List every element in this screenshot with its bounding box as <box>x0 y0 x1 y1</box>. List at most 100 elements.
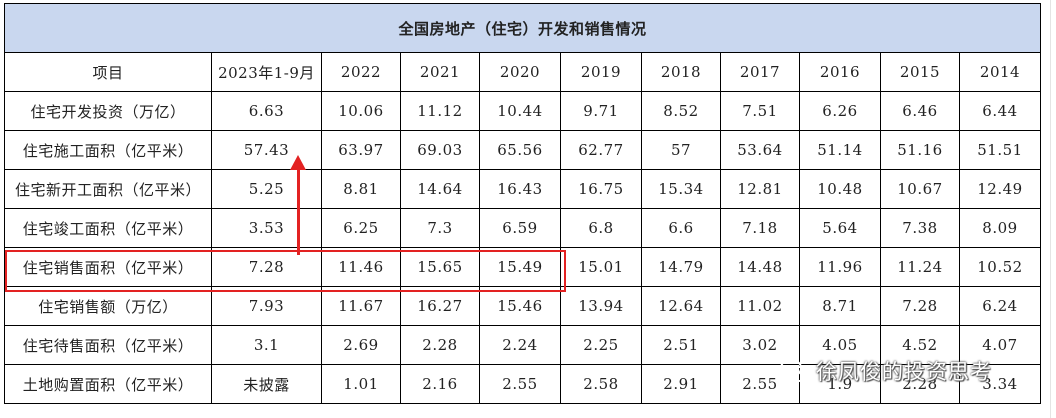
table-cell[interactable]: 7.3 <box>400 208 480 248</box>
table-cell[interactable]: 6.6 <box>641 208 721 248</box>
table-cell[interactable]: 62.77 <box>560 130 642 170</box>
header-cell-year[interactable]: 2016 <box>799 52 881 92</box>
table-row: 住宅开发投资（万亿） 6.63 10.06 11.12 10.44 9.71 8.52 7.5… <box>4 91 1041 131</box>
table-cell[interactable]: 9.71 <box>560 91 642 131</box>
table-cell[interactable]: 未披露 <box>211 364 322 404</box>
table-cell[interactable]: 2.55 <box>720 364 800 404</box>
header-cell-year[interactable]: 2019 <box>560 52 642 92</box>
table-cell[interactable]: 63.97 <box>321 130 401 170</box>
table-cell[interactable]: 8.52 <box>641 91 721 131</box>
row-label[interactable]: 土地购置面积（亿平米） <box>4 364 212 404</box>
header-cell-year[interactable]: 2014 <box>959 52 1041 92</box>
table-cell[interactable]: 5.64 <box>799 208 881 248</box>
table-cell[interactable]: 2.16 <box>400 364 480 404</box>
table-cell[interactable]: 12.81 <box>720 169 800 209</box>
table-cell[interactable]: 65.56 <box>479 130 561 170</box>
row-label[interactable]: 住宅新开工面积（亿平米） <box>4 169 212 209</box>
table-cell[interactable]: 15.01 <box>560 247 642 287</box>
table-cell[interactable]: 1.01 <box>321 364 401 404</box>
table-cell[interactable]: 53.64 <box>720 130 800 170</box>
table-cell[interactable]: 5.25 <box>211 169 322 209</box>
header-cell-year[interactable]: 2022 <box>321 52 401 92</box>
table-cell[interactable]: 11.67 <box>321 286 401 326</box>
table-cell[interactable]: 10.06 <box>321 91 401 131</box>
table-cell[interactable]: 16.43 <box>479 169 561 209</box>
header-cell-year[interactable]: 2015 <box>880 52 960 92</box>
table-cell[interactable]: 2.25 <box>560 325 642 365</box>
table-cell[interactable]: 3.1 <box>211 325 322 365</box>
table-cell[interactable]: 10.67 <box>880 169 960 209</box>
table-row: 住宅待售面积（亿平米） 3.1 2.69 2.28 2.24 2.25 2.51 3.02 4.… <box>4 325 1041 365</box>
table-cell[interactable]: 2.28 <box>400 325 480 365</box>
table-cell[interactable]: 6.25 <box>321 208 401 248</box>
table-cell[interactable]: 51.14 <box>799 130 881 170</box>
header-cell-year[interactable]: 2021 <box>400 52 480 92</box>
table-cell[interactable]: 7.51 <box>720 91 800 131</box>
table-cell[interactable]: 12.49 <box>959 169 1041 209</box>
table-cell[interactable]: 7.93 <box>211 286 322 326</box>
table-cell[interactable]: 7.18 <box>720 208 800 248</box>
table-cell[interactable]: 10.52 <box>959 247 1041 287</box>
table-cell[interactable]: 4.05 <box>799 325 881 365</box>
header-cell-item[interactable]: 项目 <box>4 52 212 92</box>
table-cell[interactable]: 13.94 <box>560 286 642 326</box>
arrow-head-icon <box>290 155 306 170</box>
table-cell[interactable]: 6.24 <box>959 286 1041 326</box>
row-label[interactable]: 住宅待售面积（亿平米） <box>4 325 212 365</box>
header-cell-year[interactable]: 2023年1-9月 <box>211 52 322 92</box>
table-cell[interactable]: 8.71 <box>799 286 881 326</box>
row-label[interactable]: 住宅开发投资（万亿） <box>4 91 212 131</box>
row-label[interactable]: 住宅销售面积（亿平米） <box>4 247 212 287</box>
table-cell[interactable]: 12.64 <box>641 286 721 326</box>
table-cell[interactable]: 14.48 <box>720 247 800 287</box>
header-cell-year[interactable]: 2020 <box>479 52 561 92</box>
header-cell-year[interactable]: 2018 <box>641 52 721 92</box>
table-cell[interactable]: 11.96 <box>799 247 881 287</box>
table-cell[interactable]: 2.24 <box>479 325 561 365</box>
table-cell[interactable]: 11.46 <box>321 247 401 287</box>
table-cell[interactable]: 16.27 <box>400 286 480 326</box>
table-cell[interactable]: 11.12 <box>400 91 480 131</box>
table-cell[interactable]: 15.46 <box>479 286 561 326</box>
header-cell-year[interactable]: 2017 <box>720 52 800 92</box>
table-cell[interactable]: 69.03 <box>400 130 480 170</box>
table-cell[interactable]: 6.26 <box>799 91 881 131</box>
table-cell[interactable]: 2.55 <box>479 364 561 404</box>
table-cell[interactable]: 14.64 <box>400 169 480 209</box>
row-label[interactable]: 住宅竣工面积（亿平米） <box>4 208 212 248</box>
row-label[interactable]: 住宅销售额（万亿） <box>4 286 212 326</box>
table-cell[interactable]: 2.91 <box>641 364 721 404</box>
table-cell[interactable]: 3.34 <box>959 364 1041 404</box>
table-row: 住宅新开工面积（亿平米） 5.25 8.81 14.64 16.43 16.75 15.34… <box>4 169 1041 209</box>
table-cell[interactable]: 6.63 <box>211 91 322 131</box>
table-cell[interactable]: 2.69 <box>321 325 401 365</box>
table-cell[interactable]: 6.46 <box>880 91 960 131</box>
row-label[interactable]: 住宅施工面积（亿平米） <box>4 130 212 170</box>
table-cell[interactable]: 7.28 <box>880 286 960 326</box>
table-cell[interactable]: 2.28 <box>880 364 960 404</box>
table-cell[interactable]: 57 <box>641 130 721 170</box>
table-cell[interactable]: 7.38 <box>880 208 960 248</box>
table-title[interactable]: 全国房地产（住宅）开发和销售情况 <box>4 3 1041 53</box>
table-cell[interactable]: 8.09 <box>959 208 1041 248</box>
housing-data-table: 全国房地产（住宅）开发和销售情况 项目 2023年1-9月 2022 2021 2020… <box>4 3 1041 404</box>
table-row: 住宅销售面积（亿平米） 7.28 11.46 15.65 15.49 15.01 14.79… <box>4 247 1041 287</box>
table-cell[interactable]: 2.51 <box>641 325 721 365</box>
table-cell[interactable]: 51.16 <box>880 130 960 170</box>
table-cell[interactable]: 11.24 <box>880 247 960 287</box>
table-cell[interactable]: 3.53 <box>211 208 322 248</box>
table-cell[interactable]: 10.48 <box>799 169 881 209</box>
table-cell[interactable]: 11.02 <box>720 286 800 326</box>
table-cell[interactable]: 8.81 <box>321 169 401 209</box>
table-cell[interactable]: 51.51 <box>959 130 1041 170</box>
table-cell[interactable]: 6.8 <box>560 208 642 248</box>
table-cell[interactable]: 6.59 <box>479 208 561 248</box>
table-cell[interactable]: 15.34 <box>641 169 721 209</box>
table-cell[interactable]: 14.79 <box>641 247 721 287</box>
table-cell[interactable]: 16.75 <box>560 169 642 209</box>
table-cell[interactable]: 6.44 <box>959 91 1041 131</box>
gridline <box>1050 0 1051 418</box>
table-cell[interactable]: 10.44 <box>479 91 561 131</box>
table-cell[interactable]: 2.58 <box>560 364 642 404</box>
table-cell[interactable]: 3.02 <box>720 325 800 365</box>
